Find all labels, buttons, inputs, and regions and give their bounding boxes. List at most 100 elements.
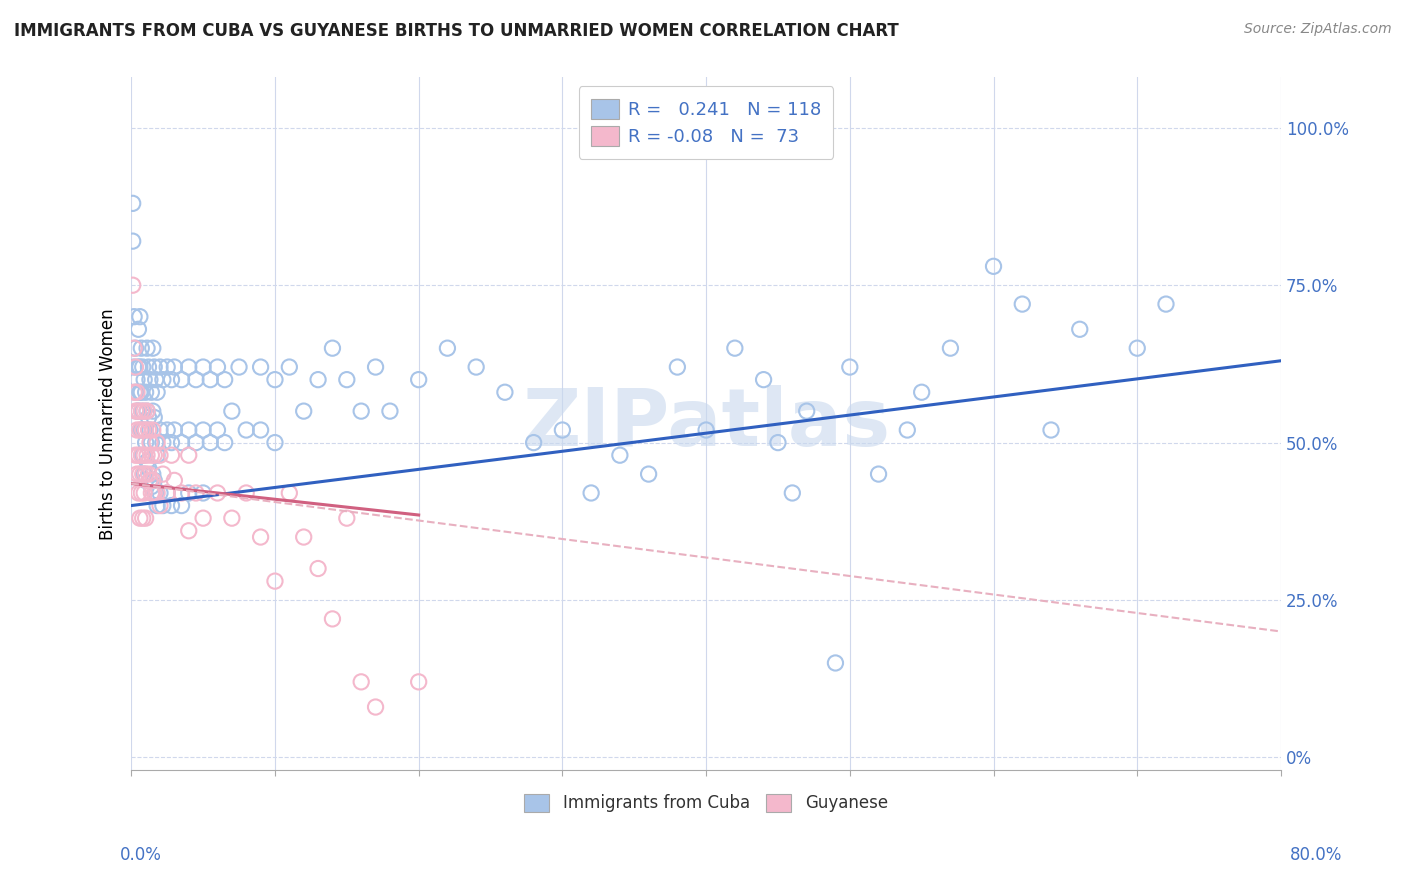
Point [724, 341, 747, 355]
Point [170, 435, 193, 450]
Point [128, 511, 150, 525]
Point [122, 359, 145, 374]
Point [782, 486, 804, 500]
Point [136, 448, 159, 462]
Point [278, 486, 301, 500]
Point [494, 385, 516, 400]
Point [145, 486, 167, 500]
Point [138, 467, 160, 481]
Point [637, 467, 659, 481]
Point [136, 454, 159, 468]
Point [868, 467, 890, 481]
Point [146, 499, 169, 513]
Point [163, 474, 186, 488]
Point [207, 359, 229, 374]
Point [136, 404, 159, 418]
Point [143, 410, 166, 425]
Point [184, 373, 207, 387]
Point [134, 373, 156, 387]
Point [128, 467, 150, 481]
Point [278, 359, 301, 374]
Point [132, 359, 155, 374]
Point [152, 373, 174, 387]
Point [408, 674, 430, 689]
Point [146, 486, 169, 500]
Point [207, 423, 229, 437]
Point [121, 234, 143, 248]
Point [127, 404, 149, 418]
Point [911, 385, 934, 400]
Point [139, 373, 162, 387]
Point [124, 404, 146, 418]
Point [143, 359, 166, 374]
Point [191, 423, 214, 437]
Point [249, 423, 271, 437]
Point [307, 561, 329, 575]
Point [139, 474, 162, 488]
Point [221, 404, 243, 418]
Point [983, 260, 1005, 274]
Text: Source: ZipAtlas.com: Source: ZipAtlas.com [1244, 22, 1392, 37]
Point [146, 385, 169, 400]
Point [235, 486, 257, 500]
Point [128, 359, 150, 374]
Point [184, 486, 207, 500]
Point [170, 373, 193, 387]
Point [609, 448, 631, 462]
Point [134, 404, 156, 418]
Point [228, 359, 250, 374]
Point [124, 385, 146, 400]
Point [160, 435, 183, 450]
Point [139, 435, 162, 450]
Point [249, 530, 271, 544]
Point [141, 435, 163, 450]
Point [128, 385, 150, 400]
Text: IMMIGRANTS FROM CUBA VS GUYANESE BIRTHS TO UNMARRIED WOMEN CORRELATION CHART: IMMIGRANTS FROM CUBA VS GUYANESE BIRTHS … [14, 22, 898, 40]
Point [896, 423, 918, 437]
Point [125, 467, 148, 481]
Point [838, 359, 860, 374]
Point [156, 359, 179, 374]
Point [131, 486, 153, 500]
Point [149, 448, 172, 462]
Point [135, 423, 157, 437]
Point [156, 486, 179, 500]
Point [436, 341, 458, 355]
Point [177, 448, 200, 462]
Point [149, 499, 172, 513]
Point [141, 385, 163, 400]
Point [264, 373, 287, 387]
Point [292, 404, 315, 418]
Point [152, 435, 174, 450]
Point [408, 373, 430, 387]
Point [336, 373, 359, 387]
Point [170, 486, 193, 500]
Legend: Immigrants from Cuba, Guyanese: Immigrants from Cuba, Guyanese [513, 782, 900, 824]
Point [132, 448, 155, 462]
Point [1011, 297, 1033, 311]
Point [142, 423, 165, 437]
Point [146, 448, 169, 462]
Point [127, 322, 149, 336]
Point [177, 486, 200, 500]
Point [824, 656, 846, 670]
Point [134, 423, 156, 437]
Point [292, 530, 315, 544]
Point [321, 341, 343, 355]
Point [249, 359, 271, 374]
Point [170, 499, 193, 513]
Point [364, 359, 387, 374]
Point [551, 423, 574, 437]
Point [141, 480, 163, 494]
Point [136, 404, 159, 418]
Point [264, 574, 287, 588]
Point [138, 460, 160, 475]
Point [134, 486, 156, 500]
Point [160, 499, 183, 513]
Point [127, 486, 149, 500]
Point [131, 341, 153, 355]
Point [235, 423, 257, 437]
Point [125, 404, 148, 418]
Point [142, 341, 165, 355]
Point [127, 404, 149, 418]
